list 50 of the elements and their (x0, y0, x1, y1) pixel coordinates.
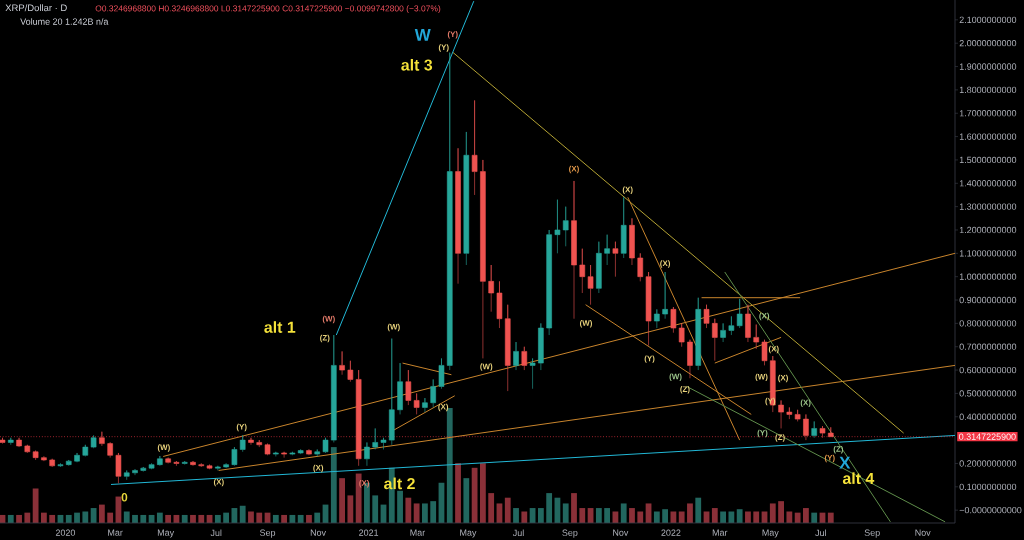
annotation: 0 (121, 493, 128, 502)
x-tick-label: Sep (259, 529, 276, 538)
x-tick-label: Jul (512, 529, 524, 537)
y-tick-label: 1.5000000000 (959, 156, 1017, 164)
annotation: O0.3246968800 H0.3246968800 L0.3147225900 C0.3147225900 −0.0099742800 (−3.07%) (95, 5, 441, 14)
x-tick-label: Mar (712, 529, 728, 536)
x-tick-label: May (460, 529, 477, 538)
chart-title: Volume 20 1.242B n/a (20, 18, 109, 25)
y-tick-label: 0.4000000000 (959, 413, 1017, 420)
y-tick-label: 1.0000000000 (959, 273, 1017, 280)
x-tick-label: Nov (310, 529, 326, 536)
y-tick-label: 0.6000000000 (959, 366, 1017, 374)
x-tick-label: Jul (210, 529, 222, 537)
annotation: alt 1 (264, 321, 296, 333)
x-tick-label: Jul (815, 529, 826, 537)
y-tick-label: 0.1000000000 (959, 483, 1017, 490)
annotation: alt 4 (842, 472, 875, 485)
y-tick-label: 0.9000000000 (959, 296, 1017, 304)
annotation: X (839, 456, 851, 469)
y-tick-label: 1.8000000000 (959, 86, 1017, 94)
y-tick-label: 1.9000000000 (959, 63, 1017, 70)
annotation: W (414, 29, 431, 41)
y-tick-label: 1.3000000000 (959, 203, 1017, 210)
x-tick-label: Sep (562, 529, 578, 538)
ref-line-label: 0.3147225900 (959, 433, 1016, 440)
y-tick-label: 1.4000000000 (959, 180, 1017, 187)
x-tick-label: 2020 (55, 529, 76, 536)
y-tick-label: 0.7000000000 (959, 343, 1017, 350)
y-tick-label: 1.2000000000 (959, 226, 1017, 234)
x-tick-label: Nov (613, 529, 629, 536)
y-tick-label: 0.5000000000 (959, 390, 1017, 397)
y-tick-label: 2.0000000000 (959, 40, 1017, 47)
y-tick-label: 1.6000000000 (959, 133, 1017, 140)
x-tick-label: 2021 (359, 529, 379, 536)
x-tick-label: 2022 (661, 529, 681, 536)
y-tick-label: 1.1000000000 (959, 250, 1017, 257)
y-tick-label: 0.8000000000 (959, 320, 1017, 327)
x-tick-label: May (762, 529, 779, 538)
y-tick-label: 1.7000000000 (959, 110, 1017, 117)
x-tick-label: Mar (108, 529, 123, 536)
x-tick-label: Mar (410, 529, 426, 536)
x-tick-label: Sep (864, 529, 880, 538)
annotation: alt 3 (401, 58, 433, 71)
y-tick-label: −0.0000000000 (959, 506, 1022, 514)
x-tick-label: Nov (915, 529, 931, 536)
y-tick-label: 0.2000000000 (959, 460, 1017, 467)
annotation: alt 2 (384, 477, 415, 490)
y-tick-label: 2.1000000000 (959, 16, 1017, 24)
x-tick-label: May (157, 529, 175, 538)
chart-title: XRP/Dollar · D (5, 4, 67, 12)
